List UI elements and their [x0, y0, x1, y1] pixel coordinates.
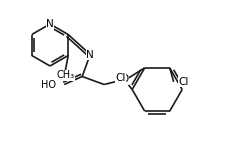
- Text: HO: HO: [41, 79, 56, 89]
- Text: O: O: [120, 75, 128, 84]
- Text: Cl: Cl: [178, 77, 188, 87]
- Text: CH₃: CH₃: [56, 70, 74, 81]
- Text: Cl: Cl: [115, 73, 125, 83]
- Text: N: N: [86, 49, 94, 60]
- Text: N: N: [46, 19, 54, 29]
